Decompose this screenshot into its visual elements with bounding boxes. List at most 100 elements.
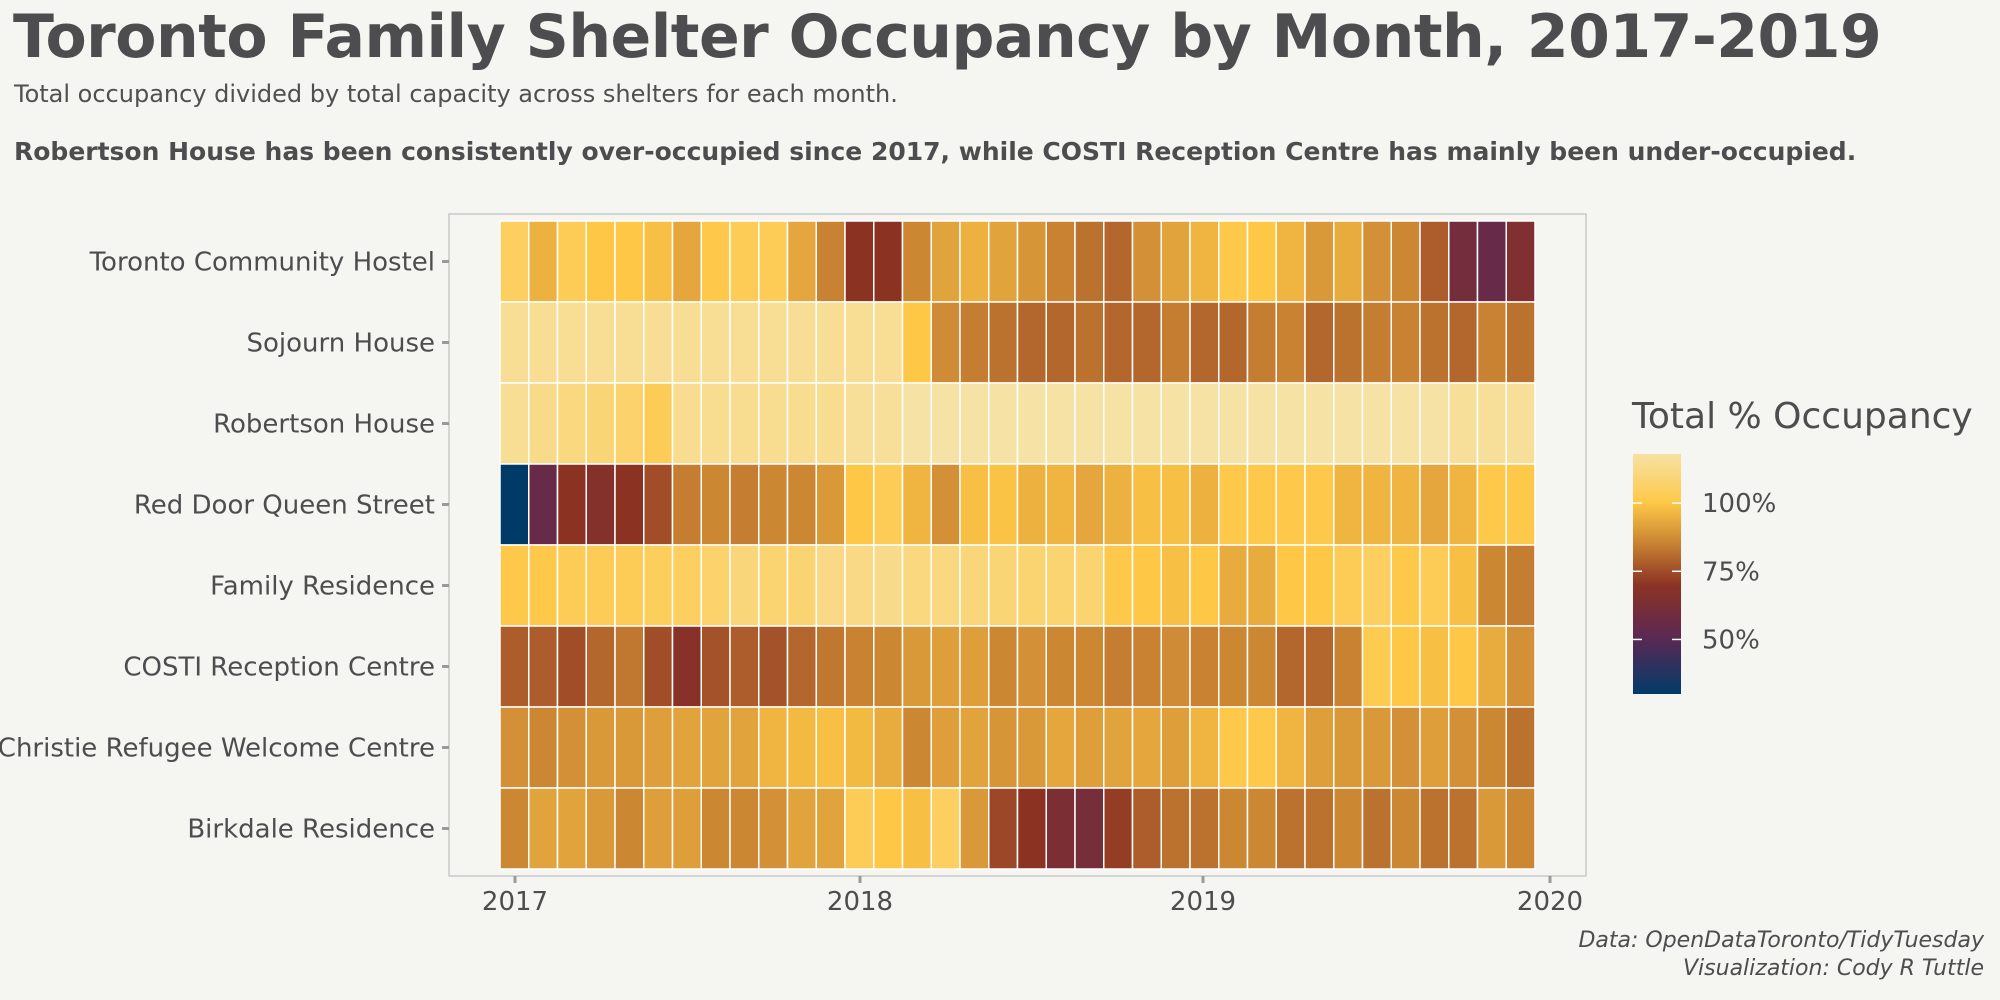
heatmap-tile — [930, 706, 961, 789]
heatmap-tile — [815, 544, 846, 627]
heatmap-tile — [671, 301, 702, 384]
heatmap-tile — [1160, 382, 1191, 465]
heatmap-tile — [1476, 220, 1507, 303]
x-axis-label: 2017 — [482, 887, 548, 917]
heatmap-tile — [1448, 301, 1479, 384]
heatmap-tile — [1275, 544, 1306, 627]
heatmap-tile — [844, 706, 875, 789]
heatmap-tile — [988, 220, 1019, 303]
heatmap-tile — [1304, 787, 1335, 870]
heatmap-tile — [815, 220, 846, 303]
heatmap-tile — [901, 382, 932, 465]
heatmap-tile — [671, 787, 702, 870]
heatmap-tile — [959, 625, 990, 708]
heatmap-tile — [1361, 463, 1392, 546]
heatmap-tile — [930, 787, 961, 870]
heatmap-tile — [1189, 382, 1220, 465]
heatmap-tile — [528, 787, 559, 870]
heatmap-tile — [1218, 301, 1249, 384]
heatmap-tile — [988, 706, 1019, 789]
heatmap-tile — [1390, 625, 1421, 708]
heatmap-tile — [556, 382, 587, 465]
heatmap-tile — [1476, 787, 1507, 870]
heatmap-tile — [1016, 463, 1047, 546]
heatmap-tile — [844, 382, 875, 465]
heatmap-tile — [671, 706, 702, 789]
heatmap-tile — [786, 787, 817, 870]
heatmap-tile — [959, 220, 990, 303]
caption-author: Visualization: Cody R Tuttle — [1683, 956, 1984, 981]
heatmap-tile — [988, 544, 1019, 627]
heatmap-tile — [614, 463, 645, 546]
heatmap-tile — [959, 382, 990, 465]
heatmap-tile — [528, 625, 559, 708]
heatmap-tile — [700, 463, 731, 546]
heatmap-tile — [1361, 382, 1392, 465]
legend-label: 100% — [1702, 489, 1776, 519]
heatmap-tile — [700, 787, 731, 870]
heatmap-tile — [1131, 544, 1162, 627]
heatmap-tile — [1074, 301, 1105, 384]
heatmap-tile — [815, 787, 846, 870]
heatmap-tile — [1074, 463, 1105, 546]
heatmap-tile — [873, 625, 904, 708]
heatmap-tile — [1275, 463, 1306, 546]
heatmap-tile — [1016, 787, 1047, 870]
heatmap-tile — [1361, 220, 1392, 303]
heatmap-tile — [643, 787, 674, 870]
heatmap-tile — [1045, 625, 1076, 708]
heatmap-tile — [1246, 544, 1277, 627]
heatmap-tile — [1304, 706, 1335, 789]
heatmap-tile — [528, 544, 559, 627]
heatmap-tile — [614, 625, 645, 708]
heatmap-tile — [1419, 625, 1450, 708]
heatmap-tile — [585, 463, 616, 546]
x-axis-label: 2020 — [1517, 887, 1583, 917]
heatmap-tile — [1505, 787, 1536, 870]
heatmap-tile — [1448, 463, 1479, 546]
heatmap-tile — [786, 544, 817, 627]
heatmap-tile — [758, 301, 789, 384]
heatmap-tile — [700, 220, 731, 303]
heatmap-tile — [815, 706, 846, 789]
heatmap-tile — [786, 625, 817, 708]
heatmap-tile — [528, 220, 559, 303]
heatmap-tile — [556, 625, 587, 708]
heatmap-tile — [786, 382, 817, 465]
heatmap-tile — [643, 706, 674, 789]
heatmap-tile — [671, 382, 702, 465]
heatmap-tile — [729, 301, 760, 384]
heatmap-tile — [614, 544, 645, 627]
heatmap-tile — [1476, 625, 1507, 708]
heatmap-tile — [499, 220, 530, 303]
heatmap-tile — [1333, 544, 1364, 627]
heatmap-tile — [873, 706, 904, 789]
heatmap-tile — [1160, 706, 1191, 789]
y-axis-label: Family Residence — [210, 572, 435, 602]
heatmap-tile — [729, 382, 760, 465]
heatmap-tile — [1333, 787, 1364, 870]
heatmap-tile — [1160, 301, 1191, 384]
heatmap-tile — [1448, 382, 1479, 465]
heatmap-tile — [585, 220, 616, 303]
heatmap-tile — [585, 625, 616, 708]
heatmap-tile — [1361, 544, 1392, 627]
heatmap-tile — [1304, 220, 1335, 303]
heatmap-tile — [1361, 787, 1392, 870]
heatmap-tile — [585, 706, 616, 789]
heatmap-tile — [643, 463, 674, 546]
heatmap-tile — [1045, 706, 1076, 789]
heatmap-tile — [1131, 463, 1162, 546]
heatmap-tile — [873, 463, 904, 546]
heatmap-tile — [556, 463, 587, 546]
y-axis-label: Red Door Queen Street — [134, 491, 435, 521]
heatmap-tile — [959, 301, 990, 384]
heatmap-tile — [901, 544, 932, 627]
heatmap-tile — [1131, 220, 1162, 303]
heatmap-tile — [1074, 544, 1105, 627]
heatmap-tile — [1419, 463, 1450, 546]
heatmap-tile — [1361, 301, 1392, 384]
heatmap-tile — [1275, 301, 1306, 384]
